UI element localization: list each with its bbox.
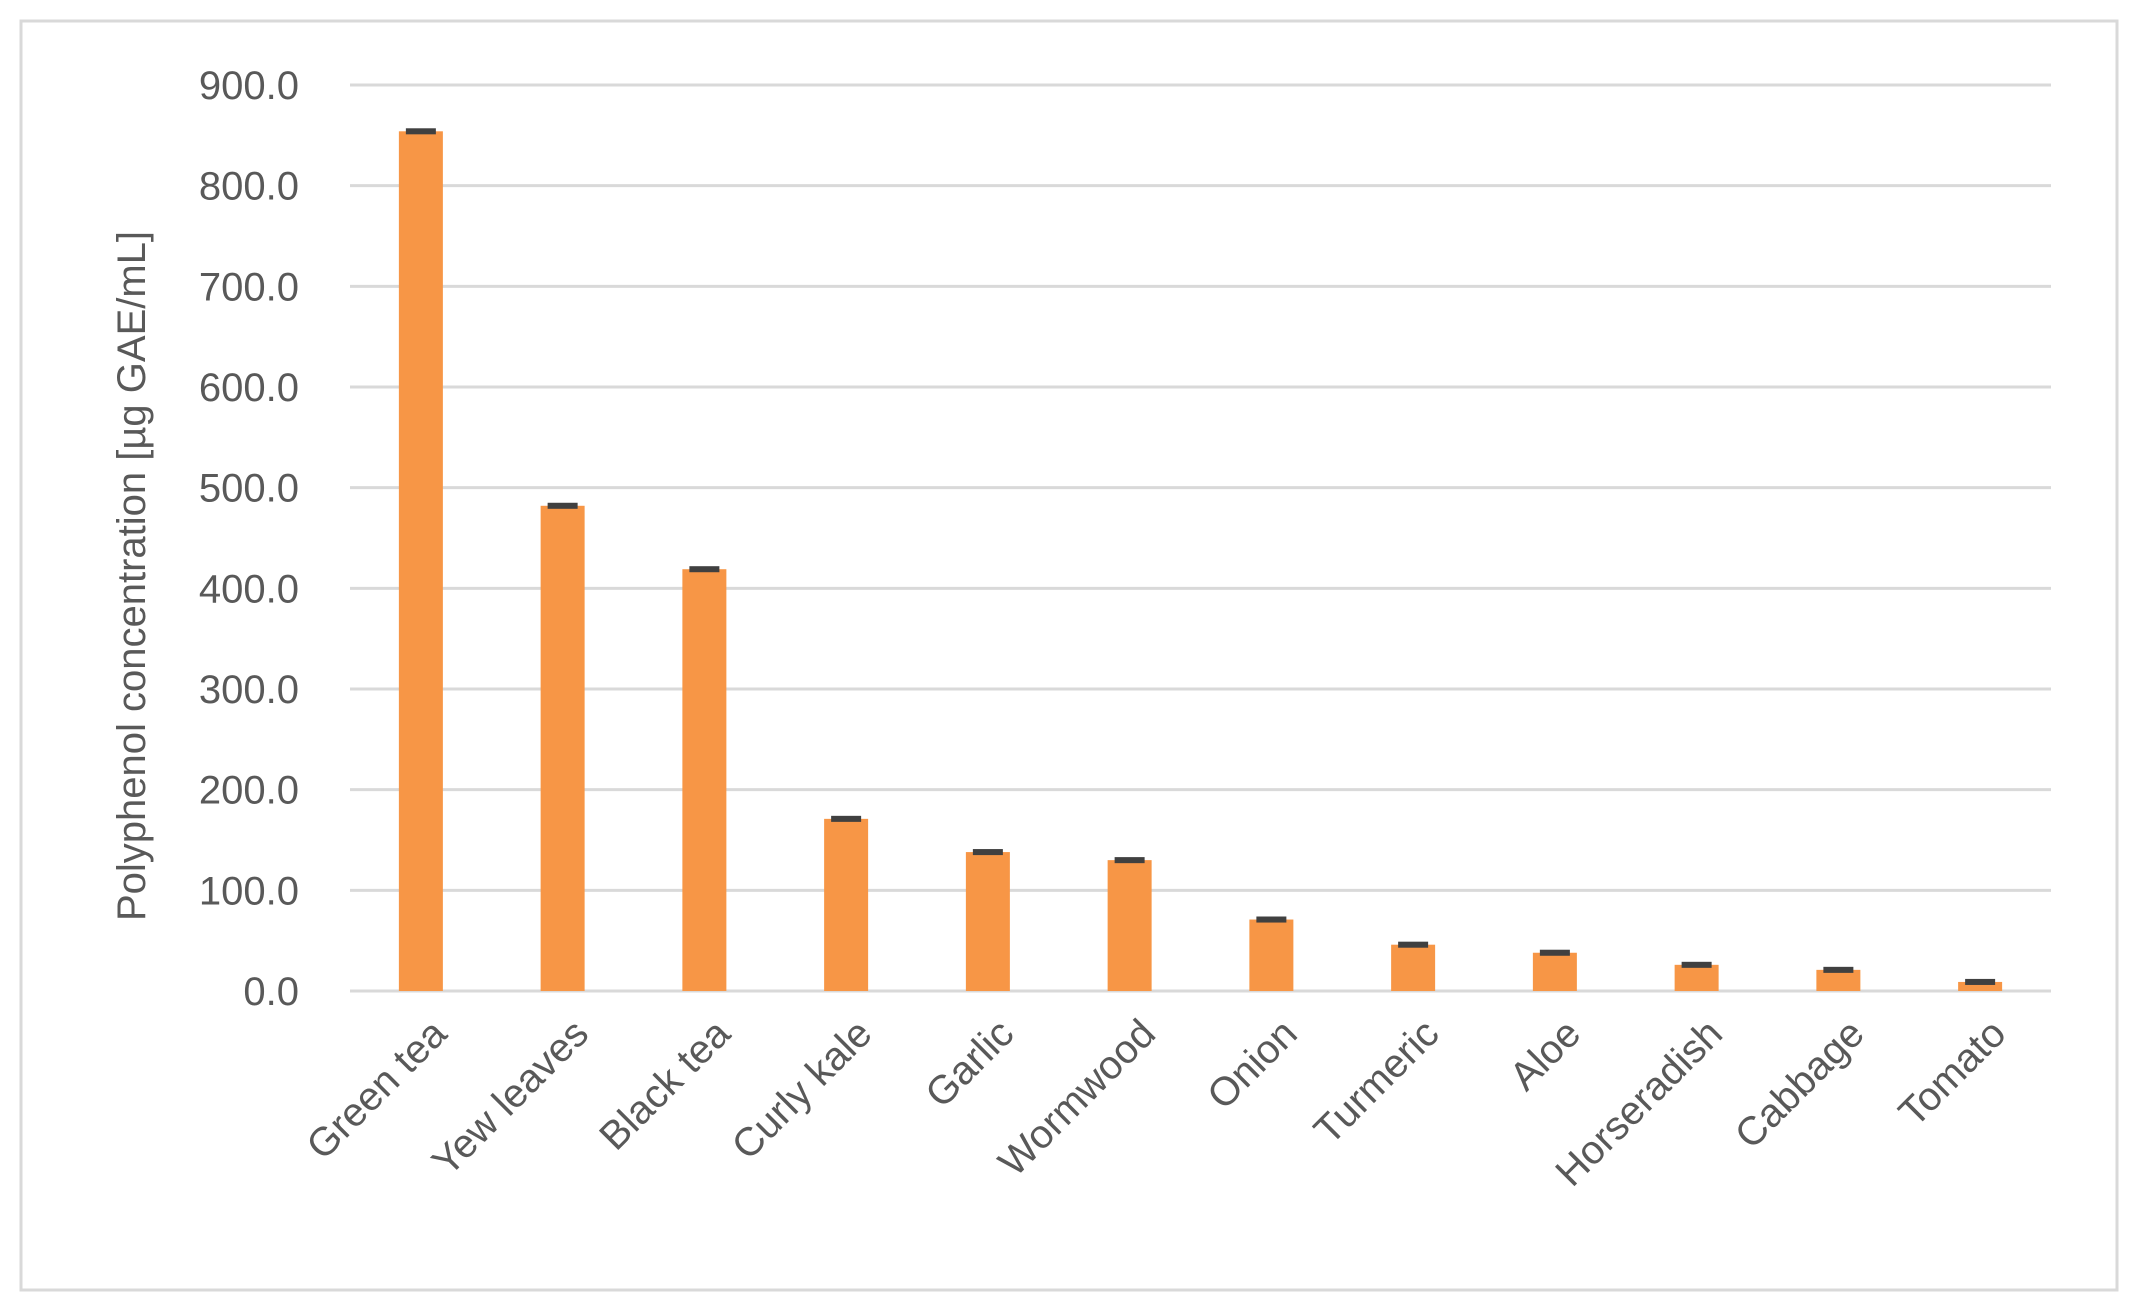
bar xyxy=(965,852,1010,991)
error-bar xyxy=(547,502,578,509)
y-tick-label: 300.0 xyxy=(199,668,299,712)
error-bar xyxy=(1114,857,1145,864)
error-bar xyxy=(689,566,720,573)
y-tick-label: 0.0 xyxy=(243,970,299,1014)
y-tick-label: 500.0 xyxy=(199,467,299,511)
y-tick-label: 700.0 xyxy=(199,265,299,309)
error-bar xyxy=(1823,966,1854,973)
error-bar xyxy=(1681,961,1712,968)
bar xyxy=(540,505,585,991)
y-tick-label: 200.0 xyxy=(199,769,299,813)
y-tick-label: 600.0 xyxy=(199,366,299,410)
bar xyxy=(682,569,727,991)
bar xyxy=(398,131,443,992)
chart-border xyxy=(19,19,2119,1292)
error-bar xyxy=(1256,916,1287,923)
y-axis-label: Polyphenol concentration [µg GAE/mL] xyxy=(110,231,154,921)
bar xyxy=(1391,944,1436,991)
error-bar xyxy=(405,128,436,135)
y-tick-label: 100.0 xyxy=(199,869,299,913)
y-tick-label: 900.0 xyxy=(199,64,299,108)
bar xyxy=(824,818,869,991)
bar xyxy=(1958,981,2003,991)
bar xyxy=(1249,919,1294,991)
bar xyxy=(1816,969,1861,991)
error-bar xyxy=(831,815,862,822)
error-bar xyxy=(1398,941,1429,948)
y-tick-label: 400.0 xyxy=(199,567,299,611)
bar xyxy=(1674,964,1719,991)
y-tick-label: 800.0 xyxy=(199,165,299,209)
error-bar xyxy=(972,849,1003,856)
bar xyxy=(1532,952,1577,991)
error-bar xyxy=(1539,949,1570,956)
error-bar xyxy=(1965,978,1996,985)
bar xyxy=(1107,860,1152,991)
